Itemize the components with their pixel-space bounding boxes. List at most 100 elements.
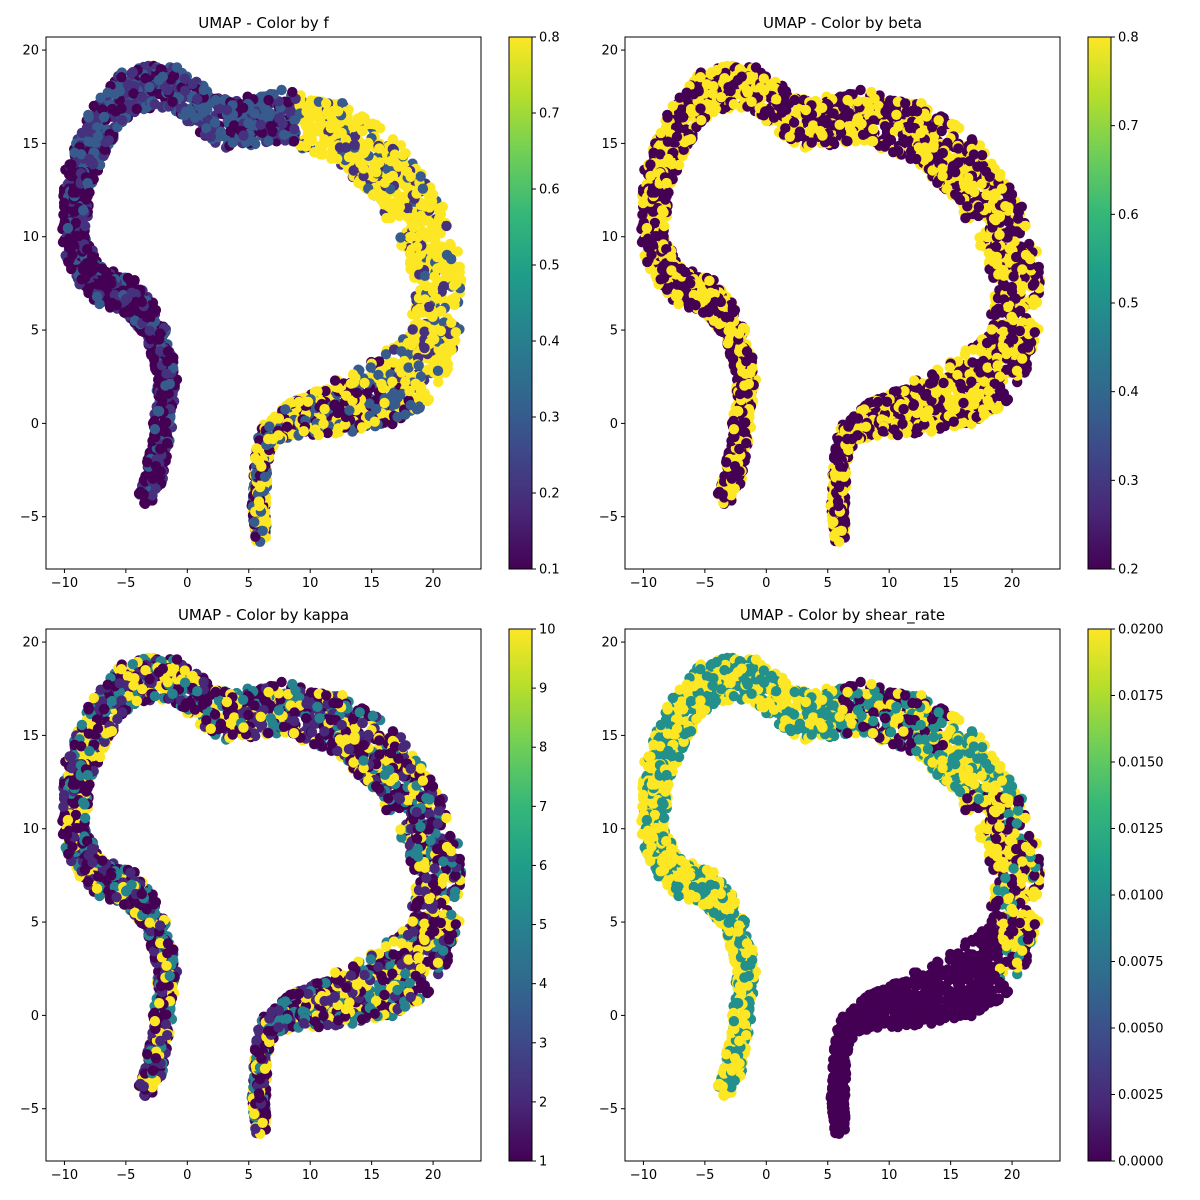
scatter-point [225,126,236,137]
scatter-point [423,301,435,313]
scatter-point [117,115,128,126]
scatter-point [312,386,323,397]
scatter-point [76,127,88,139]
scatter-point [137,92,148,103]
scatter-point [415,371,427,382]
colorbar-tick-label: 0.3 [539,411,560,426]
scatter-point [256,461,267,472]
scatter-point [237,102,249,114]
scatter-point [326,146,338,157]
scatter-point [1023,238,1035,250]
scatter-point [131,103,142,115]
scatter-point [157,71,168,82]
scatter-point [263,136,274,147]
scatter-point [381,212,392,224]
scatter-point [179,73,190,84]
scatter-point [125,275,136,286]
scatter-point [959,349,971,360]
scatter-point [58,209,69,220]
scatter-point [441,220,452,232]
scatter-point [344,405,355,416]
scatter-point [255,119,266,130]
scatter-point [263,94,274,106]
scatter-point [983,248,995,259]
scatter-point [380,349,392,360]
scatter-point [103,135,115,146]
scatter-point [97,263,108,274]
scatter-point [179,85,191,96]
scatter-point [162,438,173,449]
scatter-point [438,281,449,292]
scatter-point [415,171,426,182]
scatter-point [1020,220,1031,232]
scatter-point [205,131,216,142]
scatter-point [161,368,172,379]
scatter-point [202,104,213,115]
y-tick-label: 5 [31,324,39,339]
scatter-point [141,311,152,323]
scatter-point [68,206,80,217]
scatter-point [118,307,130,318]
scatter-point [410,378,421,389]
scatter-point [150,304,162,316]
scatter-point [187,78,198,90]
scatter-point [128,88,139,99]
scatter-point [357,125,368,137]
scatter-point [109,289,121,301]
scatter-points [636,60,1046,547]
colorbar-tick-label: 0.4 [539,335,560,350]
scatter-point [155,388,167,400]
scatter-point [358,147,369,159]
scatter-point [319,134,330,145]
scatter-point [1021,363,1032,374]
scatter-point [855,84,866,96]
scatter-point [415,229,426,240]
scatter-point [82,177,93,189]
scatter-point [257,525,268,536]
scatter-point [273,113,285,124]
scatter-point [116,72,127,83]
scatter-point [405,171,416,182]
scatter-point [259,471,271,482]
scatter-point [411,241,423,252]
scatter-point [434,202,445,214]
scatter-point [67,187,79,198]
scatter-point [154,328,166,339]
scatter-point [89,137,100,148]
scatter-point [394,201,406,213]
scatter-point [441,249,453,261]
scatter-point [369,416,380,427]
scatter-point [332,153,343,165]
scatter-point [421,280,432,292]
scatter-point [300,121,312,132]
scatter-point [354,115,365,126]
scatter-point [215,126,227,137]
y-tick-label: 10 [22,230,39,245]
scatter-point [444,238,456,250]
scatter-point [1003,216,1014,228]
x-tick-label: −5 [116,576,135,591]
scatter-point [83,112,94,123]
scatter-point [127,67,138,78]
scatter-point [58,197,70,209]
scatter-point [302,396,314,407]
scatter-point [404,385,415,397]
scatter-point [144,82,155,93]
scatter-point [433,213,445,224]
scatter-point [397,150,409,161]
scatter-point [347,426,358,437]
scatter-point [1012,213,1024,224]
y-tick-label: −5 [20,510,39,525]
scatter-point [411,215,422,226]
scatter-point [400,376,411,387]
scatter-point [792,103,804,114]
scatter-point [87,251,98,262]
scatter-point [404,248,416,259]
scatter-point [329,375,341,386]
scatter-point [306,95,317,106]
scatter-point [264,421,275,432]
colorbar-tick-label: 0.6 [539,183,560,198]
scatter-point [136,296,147,308]
scatter-point [952,369,963,381]
